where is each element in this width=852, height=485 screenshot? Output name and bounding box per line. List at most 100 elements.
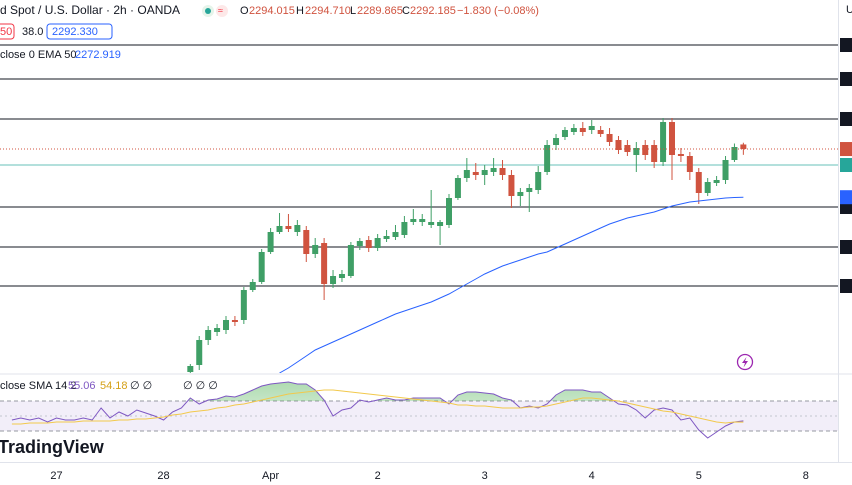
candle-body	[704, 182, 711, 193]
rsi-sma-value: 54.18	[100, 380, 128, 392]
candle-body	[606, 134, 613, 142]
candle-body	[561, 130, 568, 137]
x-tick-label: 4	[589, 470, 595, 482]
candle-body	[731, 147, 738, 160]
candle-body	[338, 274, 345, 278]
candle-body	[321, 243, 328, 284]
candle-body	[517, 192, 524, 196]
level-axis-box	[840, 279, 852, 293]
candle-body	[526, 188, 533, 192]
x-tick-label: 27	[50, 470, 62, 482]
rsi-pane	[11, 381, 744, 439]
candle-body	[579, 128, 586, 132]
x-tick-label: 8	[803, 470, 809, 482]
candle-body	[303, 230, 310, 254]
candle-body	[588, 126, 595, 130]
rsi-empty: ∅ ∅	[130, 380, 152, 392]
candle-body	[446, 198, 452, 225]
x-tick-label: 2	[375, 470, 381, 482]
sell-price: 50	[0, 26, 12, 38]
candle-body	[223, 320, 229, 330]
candle-body	[383, 236, 390, 239]
candle-body	[508, 175, 515, 196]
candle-body	[686, 156, 693, 172]
candle-body	[713, 180, 720, 183]
candle-body	[214, 328, 221, 332]
candle-body	[642, 145, 649, 155]
candle-body	[392, 232, 399, 237]
candle-body	[481, 170, 488, 175]
ohlc-value: 2294.015	[249, 5, 295, 17]
last-price-box	[840, 142, 852, 157]
overbought-fill	[11, 382, 744, 401]
candle-body	[633, 148, 640, 155]
rsi-legend: close SMA 14 2	[0, 380, 76, 392]
ohlc-value: 2294.710	[305, 5, 351, 17]
candle-body	[205, 330, 212, 340]
axis-layer: 27 28 Apr 2 3 4 5 8	[50, 38, 852, 482]
candle-body	[437, 222, 444, 226]
candle-body	[294, 225, 301, 232]
ema-legend: close 0 EMA 50	[0, 49, 76, 61]
x-tick-label: 28	[157, 470, 169, 482]
x-tick-label: 3	[482, 470, 488, 482]
candle-body	[490, 168, 497, 172]
axis-corner: U	[846, 4, 852, 16]
ohlc-value: 2292.185	[410, 5, 456, 17]
candle-body	[669, 122, 675, 155]
candle-body	[740, 144, 747, 150]
candle-body	[428, 222, 435, 225]
candle-body	[401, 222, 408, 235]
level-axis-box	[840, 240, 852, 254]
change: −1.830 (−0.08%)	[457, 5, 539, 17]
candle-body	[187, 366, 194, 372]
candle-body	[419, 219, 426, 222]
ohlc-key: O	[240, 5, 249, 17]
rsi-line	[11, 381, 744, 439]
candle-body	[365, 240, 372, 248]
candle-body	[570, 128, 577, 132]
status-dot	[205, 8, 211, 14]
candle-body	[240, 290, 247, 320]
ohlc-value: 2289.865	[357, 5, 403, 17]
level-axis-box	[840, 38, 852, 52]
candle-body	[722, 160, 729, 180]
candle-body	[374, 238, 381, 248]
ema-value: 2272.919	[75, 49, 121, 61]
candle-body	[553, 138, 560, 145]
level-axis-box	[840, 112, 852, 126]
candle-body	[454, 178, 461, 198]
candle-body	[356, 241, 363, 246]
candle-body	[347, 245, 354, 276]
alert-bolt	[742, 357, 748, 368]
buy-box[interactable]	[46, 23, 113, 40]
status-mark: ≈	[218, 5, 223, 15]
candle-body	[276, 226, 283, 232]
candle-body	[544, 145, 551, 172]
candle-body	[677, 154, 684, 156]
candle-body	[285, 226, 292, 229]
candle-body	[499, 168, 506, 175]
candle-body	[196, 340, 203, 365]
buy-price: 2292.330	[52, 26, 98, 38]
candle-body	[258, 252, 265, 282]
candle-body	[535, 172, 542, 190]
level-axis-box	[840, 72, 852, 86]
sell-box[interactable]	[0, 23, 15, 40]
candle-body	[472, 172, 479, 175]
candle-body	[330, 276, 337, 284]
candle-body	[231, 320, 238, 322]
rsi-value: 55.06	[68, 380, 96, 392]
ohlc-key: L	[350, 5, 356, 17]
ema-line	[279, 196, 744, 373]
spread: 38.0	[22, 26, 43, 38]
candle-body	[695, 172, 702, 193]
rsi-band	[0, 401, 838, 431]
ohlc-key: H	[296, 5, 304, 17]
candle-body	[597, 130, 604, 134]
candle-body	[267, 232, 274, 252]
ema-axis-box	[840, 190, 852, 205]
logo: TradingView	[0, 437, 105, 457]
